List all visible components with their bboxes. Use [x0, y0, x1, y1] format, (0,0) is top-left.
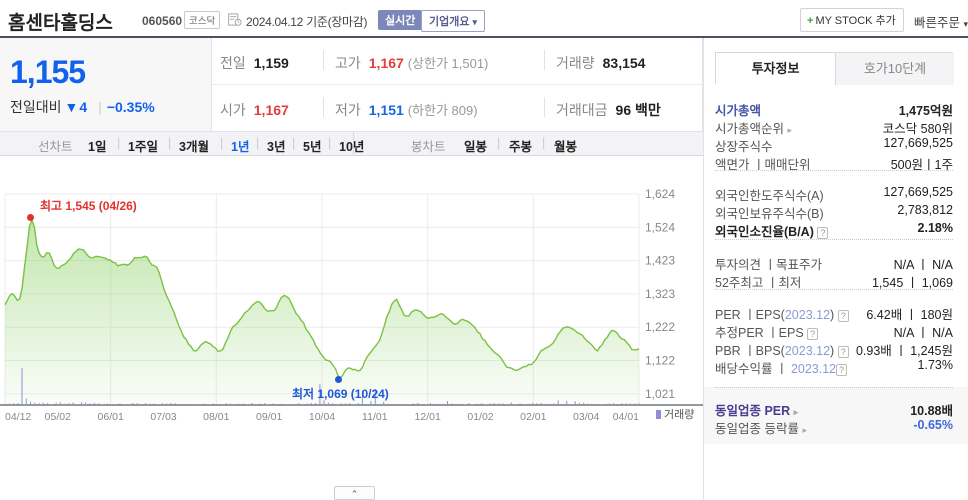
- svg-text:1,122: 1,122: [645, 354, 675, 368]
- svg-text:05/02: 05/02: [45, 411, 71, 423]
- svg-text:12/01: 12/01: [415, 411, 441, 423]
- svg-text:1,423: 1,423: [645, 254, 675, 268]
- svg-text:11/01: 11/01: [362, 411, 388, 423]
- svg-text:1,524: 1,524: [645, 220, 675, 234]
- svg-text:1,624: 1,624: [645, 187, 675, 201]
- svg-text:04/01: 04/01: [613, 411, 639, 423]
- svg-text:02/01: 02/01: [520, 411, 546, 423]
- svg-text:1,323: 1,323: [645, 287, 675, 301]
- svg-text:04/12: 04/12: [5, 411, 31, 423]
- svg-text:09/01: 09/01: [256, 411, 282, 423]
- svg-text:08/01: 08/01: [203, 411, 229, 423]
- svg-text:01/02: 01/02: [467, 411, 493, 423]
- svg-text:06/01: 06/01: [98, 411, 124, 423]
- svg-text:1,021: 1,021: [645, 387, 675, 401]
- svg-text:1,222: 1,222: [645, 320, 675, 334]
- svg-text:03/04: 03/04: [573, 411, 599, 423]
- svg-text:10/04: 10/04: [309, 411, 335, 423]
- svg-text:거래량: 거래량: [664, 408, 694, 421]
- svg-text:07/03: 07/03: [150, 411, 176, 423]
